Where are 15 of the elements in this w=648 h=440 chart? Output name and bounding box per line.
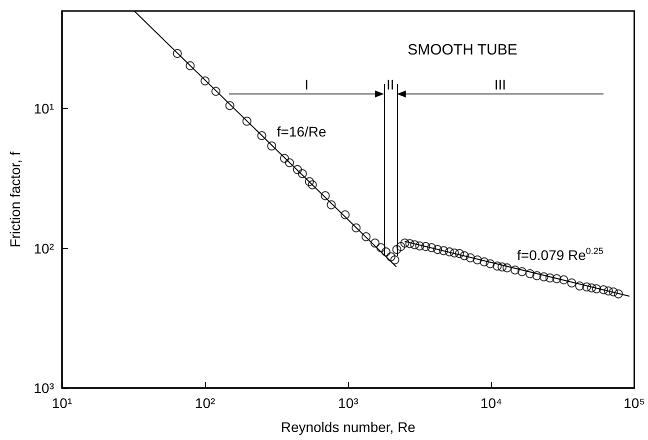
x-tick-label: 10⁴ <box>480 395 502 411</box>
annotation: SMOOTH TUBE <box>408 41 518 58</box>
annotation: III <box>494 76 506 93</box>
y-tick-label: 10² <box>34 240 54 256</box>
x-tick-label: 10³ <box>338 395 359 411</box>
x-axis-title: Reynolds number, Re <box>280 419 416 435</box>
annotation: II <box>386 76 394 93</box>
annotation: f=16/Re <box>276 124 326 140</box>
x-tick-label: 10¹ <box>52 395 72 411</box>
y-axis-title: Friction factor, f <box>7 152 23 248</box>
x-tick-label: 10⁵ <box>624 395 646 411</box>
annotation: I <box>304 76 308 93</box>
y-tick-label: 10³ <box>34 380 54 396</box>
x-tick-label: 10² <box>194 395 216 411</box>
y-tick-label: 10¹ <box>34 100 54 117</box>
